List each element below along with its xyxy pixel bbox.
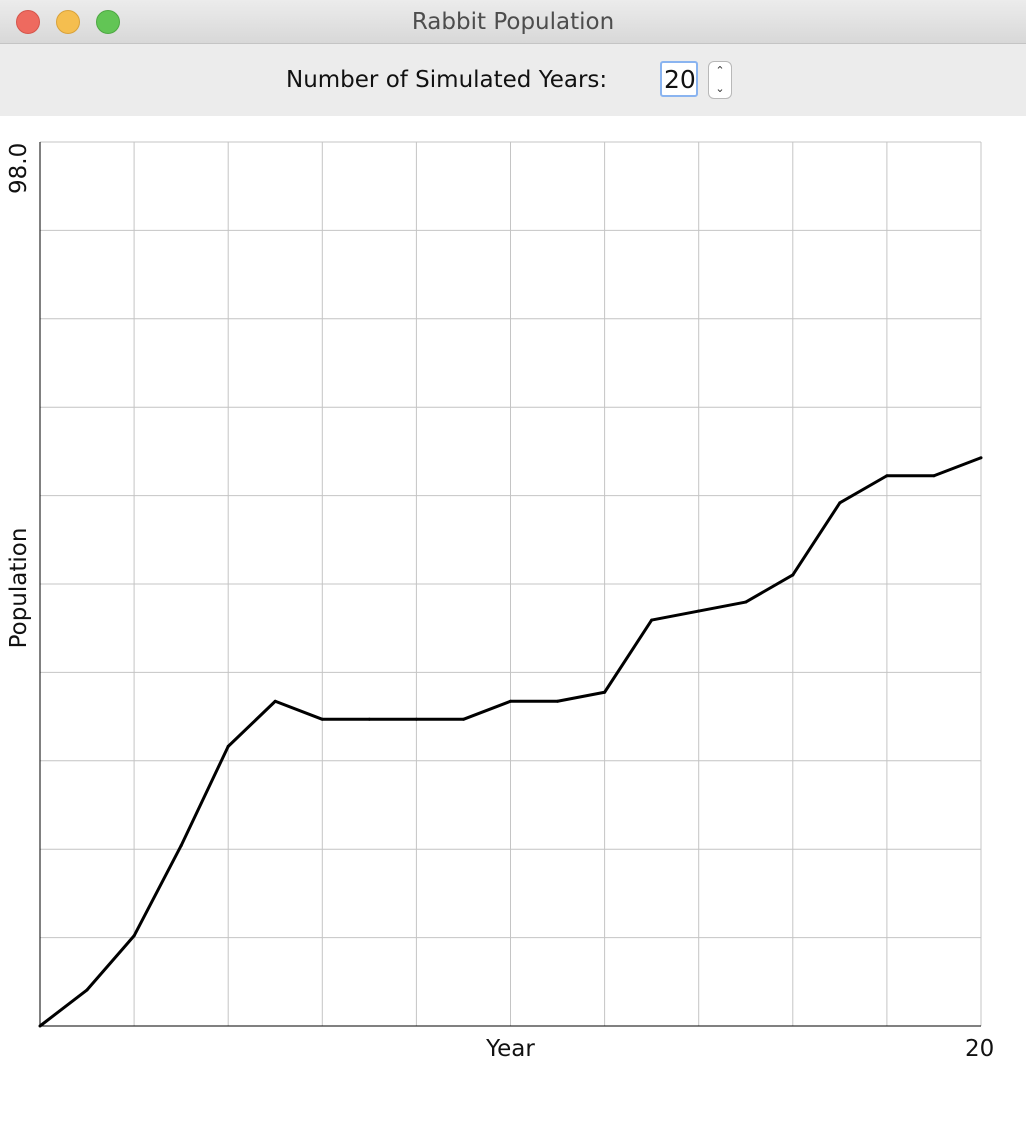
data-point [838, 501, 842, 505]
data-point [556, 699, 560, 703]
data-point [132, 934, 136, 938]
chevron-down-icon[interactable]: ⌄ [715, 82, 725, 95]
toolbar: Number of Simulated Years: ⌃ ⌄ [0, 44, 1026, 116]
data-point [320, 717, 324, 721]
close-window-button[interactable] [16, 10, 40, 34]
data-point [885, 474, 889, 478]
x-axis-label: Year [485, 1036, 535, 1062]
data-point [273, 699, 277, 703]
data-point [179, 844, 183, 848]
y-axis-label: Population [6, 528, 32, 649]
chevron-up-icon[interactable]: ⌃ [715, 64, 725, 77]
years-input[interactable] [660, 61, 698, 97]
data-point [697, 609, 701, 613]
data-point [38, 1024, 42, 1028]
data-point [932, 474, 936, 478]
years-stepper[interactable]: ⌃ ⌄ [708, 61, 732, 99]
data-point [979, 456, 983, 460]
data-point [226, 744, 230, 748]
data-point [85, 988, 89, 992]
minimize-window-button[interactable] [56, 10, 80, 34]
y-tick-label-max: 98.0 [6, 143, 32, 194]
population-chart: Year 20 98.0 Population [6, 141, 994, 1062]
years-label: Number of Simulated Years: [286, 67, 608, 93]
title-bar: Rabbit Population [0, 0, 1026, 44]
window-edge [1021, 116, 1026, 1138]
data-point [650, 618, 654, 622]
window-title: Rabbit Population [411, 9, 615, 35]
data-point [414, 717, 418, 721]
data-point [791, 573, 795, 577]
data-point [603, 690, 607, 694]
data-point [744, 600, 748, 604]
maximize-window-button[interactable] [96, 10, 120, 34]
data-point [367, 717, 371, 721]
chart-panel: Year 20 98.0 Population [0, 116, 1026, 1138]
data-point [509, 699, 512, 703]
x-tick-label-max: 20 [965, 1036, 994, 1062]
data-point [461, 717, 465, 721]
